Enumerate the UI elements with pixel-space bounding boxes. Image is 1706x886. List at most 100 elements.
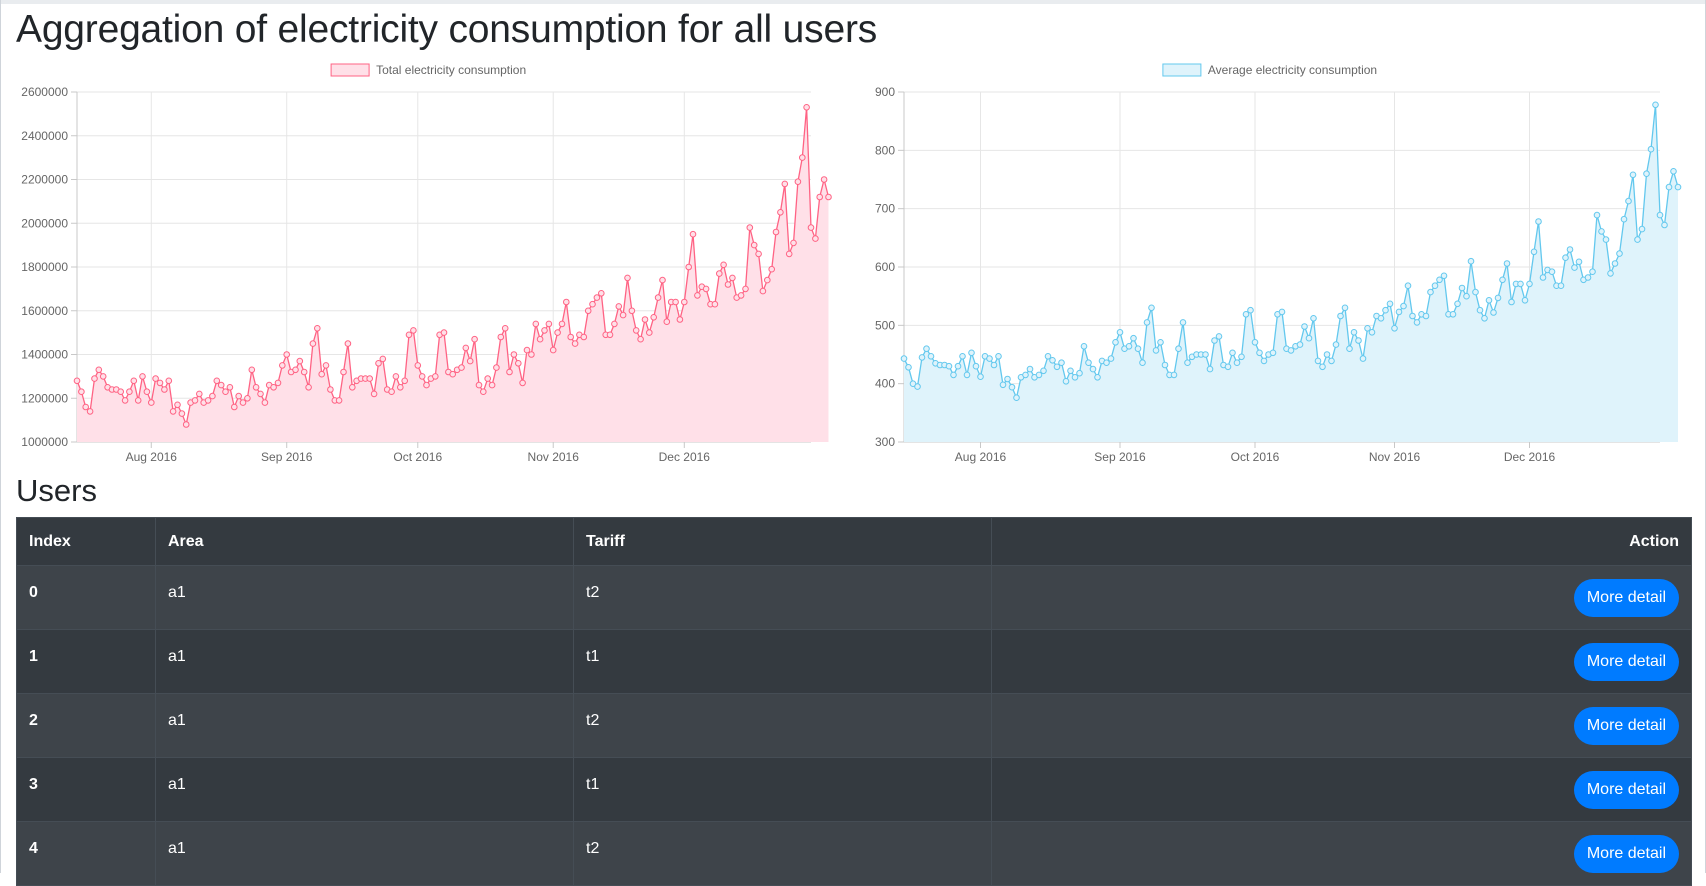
data-point xyxy=(1620,215,1628,223)
data-point xyxy=(593,294,601,301)
data-point xyxy=(1350,329,1358,336)
data-point xyxy=(1107,355,1115,362)
cell-index: 1 xyxy=(16,629,156,694)
data-point xyxy=(589,300,596,308)
data-point xyxy=(1463,292,1470,300)
data-point xyxy=(558,320,566,328)
y-tick-label: 2600000 xyxy=(21,85,68,99)
data-point xyxy=(615,303,623,310)
data-point xyxy=(414,362,422,369)
data-point xyxy=(1643,170,1650,177)
data-point xyxy=(1548,268,1556,275)
data-point xyxy=(1013,394,1020,402)
data-point xyxy=(1499,276,1506,284)
data-point xyxy=(1112,339,1119,346)
column-header-action: Action xyxy=(991,517,1692,566)
column-header-tariff: Tariff xyxy=(573,517,992,566)
data-point xyxy=(968,349,975,357)
data-point xyxy=(1665,183,1673,191)
data-point xyxy=(1494,294,1502,302)
data-point xyxy=(1134,345,1142,353)
data-point xyxy=(117,388,124,396)
data-point xyxy=(1143,319,1151,326)
data-point xyxy=(1674,183,1682,191)
data-point xyxy=(646,329,653,336)
data-point xyxy=(340,368,347,376)
more-detail-button[interactable]: More detail xyxy=(1573,643,1679,681)
data-point xyxy=(1058,359,1065,367)
data-point xyxy=(1269,349,1277,357)
data-point xyxy=(257,390,264,398)
data-point xyxy=(1391,325,1398,332)
data-point xyxy=(1076,369,1083,377)
data-point xyxy=(1125,343,1133,350)
data-point xyxy=(239,399,247,406)
data-point xyxy=(1422,312,1430,320)
data-point xyxy=(528,351,535,358)
cell-index: 4 xyxy=(16,821,156,886)
data-point xyxy=(401,377,409,385)
data-point xyxy=(611,320,618,328)
data-point xyxy=(545,320,553,328)
more-detail-button[interactable]: More detail xyxy=(1573,707,1679,745)
data-point xyxy=(379,355,387,363)
data-point xyxy=(392,373,400,380)
data-point xyxy=(235,392,242,400)
data-point xyxy=(248,366,256,374)
data-point xyxy=(1656,211,1664,219)
data-point xyxy=(449,370,457,378)
data-point xyxy=(1314,357,1322,365)
legend-label: Average electricity consumption xyxy=(1208,63,1377,77)
more-detail-button[interactable]: More detail xyxy=(1573,835,1679,873)
more-detail-button[interactable]: More detail xyxy=(1573,771,1679,809)
data-point xyxy=(252,384,260,391)
data-point xyxy=(1557,282,1565,289)
data-point xyxy=(1202,351,1209,358)
data-point xyxy=(1035,371,1043,379)
cell-action: More detail xyxy=(991,693,1692,758)
data-point xyxy=(918,354,926,361)
data-point xyxy=(1386,300,1394,308)
data-point xyxy=(663,318,671,326)
data-point xyxy=(1157,339,1164,346)
data-point xyxy=(1593,211,1601,219)
more-detail-button[interactable]: More detail xyxy=(1573,579,1679,617)
data-point xyxy=(1161,361,1169,369)
cell-tariff: t1 xyxy=(573,629,992,694)
data-point xyxy=(1287,347,1295,354)
data-point xyxy=(1400,302,1407,310)
data-point xyxy=(506,368,513,376)
data-point xyxy=(1436,276,1443,284)
data-point xyxy=(344,340,352,347)
data-point xyxy=(790,239,797,247)
x-tick-label: Aug 2016 xyxy=(126,450,178,464)
data-point xyxy=(1616,250,1623,257)
data-point xyxy=(536,335,544,343)
data-point xyxy=(279,362,286,369)
data-point xyxy=(226,384,234,391)
data-point xyxy=(134,397,142,404)
data-point xyxy=(1323,351,1331,358)
data-point xyxy=(1598,228,1605,235)
data-point xyxy=(720,261,727,269)
data-point xyxy=(1652,101,1659,109)
data-point xyxy=(423,381,430,389)
data-point xyxy=(1503,260,1511,267)
data-point xyxy=(349,384,356,391)
data-point xyxy=(1458,284,1466,292)
data-point xyxy=(1116,329,1124,336)
data-point xyxy=(909,380,917,388)
data-point xyxy=(270,384,277,391)
data-point xyxy=(292,366,299,374)
data-point xyxy=(764,276,771,284)
x-tick-label: Oct 2016 xyxy=(1231,450,1280,464)
table-row: 2 a1 t2 More detail xyxy=(16,693,1692,758)
data-point xyxy=(1575,258,1583,266)
x-tick-label: Nov 2016 xyxy=(528,450,580,464)
data-point xyxy=(1319,363,1326,371)
cell-index: 0 xyxy=(16,565,156,630)
data-point xyxy=(742,285,749,293)
data-point xyxy=(121,397,129,404)
data-point xyxy=(990,361,998,369)
y-tick-label: 300 xyxy=(875,435,895,449)
